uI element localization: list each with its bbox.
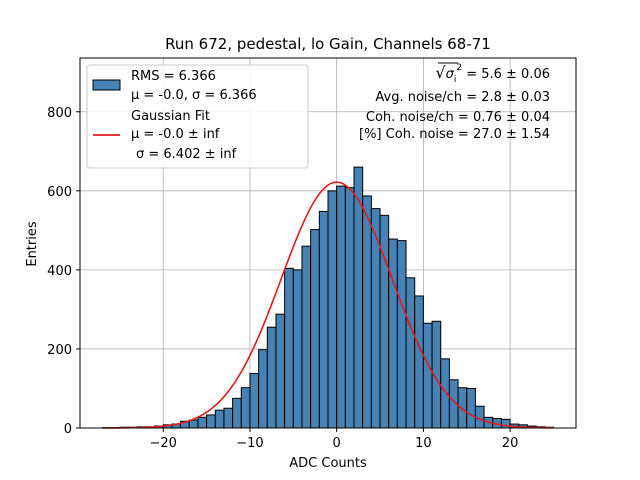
histogram-bar bbox=[414, 295, 424, 429]
legend-fit-mu: μ = -0.0 ± inf bbox=[131, 127, 220, 142]
histogram-bar bbox=[223, 407, 234, 429]
axes-frame bbox=[79, 57, 577, 429]
stat-sigma-i: √σi 2 = 5.6 ± 0.06 bbox=[435, 63, 550, 85]
histogram-bars bbox=[102, 166, 554, 429]
y-axis-ticks: 0 200 400 600 800 bbox=[47, 106, 80, 437]
y-tick-label: 200 bbox=[47, 343, 72, 358]
x-axis-ticks: −20 −10 0 10 20 bbox=[150, 428, 519, 451]
histogram-bar bbox=[188, 419, 199, 429]
histogram-bar bbox=[327, 190, 338, 429]
stat-coh-noise-pct: [%] Coh. noise = 27.0 ± 1.54 bbox=[359, 127, 550, 142]
x-tick-label: −20 bbox=[150, 436, 177, 451]
histogram-bar bbox=[275, 313, 286, 429]
histogram-bar bbox=[362, 195, 372, 429]
histogram-bar bbox=[292, 269, 303, 429]
histogram-bar bbox=[344, 187, 355, 429]
histogram-bar bbox=[232, 397, 242, 429]
stats-annotations: √σi 2 = 5.6 ± 0.06 Avg. noise/ch = 2.8 ± … bbox=[359, 62, 550, 142]
histogram-bar bbox=[301, 245, 312, 429]
legend-histogram-swatch bbox=[92, 79, 121, 91]
histogram-bar bbox=[466, 387, 476, 429]
y-tick-label: 0 bbox=[64, 422, 72, 437]
legend-fit-label: Gaussian Fit bbox=[131, 109, 210, 124]
legend-histogram-label: RMS = 6.366 bbox=[131, 69, 216, 84]
histogram-bar bbox=[206, 414, 216, 429]
stat-sigma-subscript: i bbox=[454, 75, 457, 85]
x-tick-label: 10 bbox=[415, 436, 432, 451]
x-tick-label: 20 bbox=[502, 436, 519, 451]
y-tick-label: 600 bbox=[47, 185, 72, 200]
legend-fit-sigma: σ = 6.402 ± inf bbox=[136, 147, 237, 162]
histogram-bar bbox=[197, 416, 208, 429]
legend-histogram-stats: μ = -0.0, σ = 6.366 bbox=[131, 88, 257, 103]
histogram-bar bbox=[336, 185, 346, 429]
histogram-bar bbox=[266, 326, 277, 429]
stat-avg-noise: Avg. noise/ch = 2.8 ± 0.03 bbox=[375, 90, 550, 105]
histogram-bar bbox=[318, 210, 329, 429]
histogram-bar bbox=[249, 372, 260, 429]
histogram-bar bbox=[396, 240, 407, 429]
histogram-bar bbox=[310, 229, 320, 429]
histogram-bar bbox=[422, 322, 433, 429]
legend-box bbox=[86, 64, 309, 169]
x-tick-label: 0 bbox=[333, 436, 341, 451]
x-tick-label: −10 bbox=[236, 436, 263, 451]
y-tick-label: 400 bbox=[47, 264, 72, 279]
histogram-bar bbox=[240, 387, 251, 429]
y-tick-label: 800 bbox=[47, 106, 72, 121]
y-axis-label: Entries bbox=[25, 221, 40, 267]
legend: RMS = 6.366 μ = -0.0, σ = 6.366 Gaussian… bbox=[86, 64, 309, 169]
chart-title: Run 672, pedestal, lo Gain, Channels 68-… bbox=[165, 35, 491, 53]
histogram-bar bbox=[214, 409, 225, 429]
x-axis-label: ADC Counts bbox=[289, 456, 367, 471]
stat-sqrt-symbol: √ bbox=[435, 63, 446, 82]
histogram-bar bbox=[284, 267, 294, 429]
histogram-bar bbox=[405, 277, 416, 429]
histogram-bar bbox=[258, 349, 268, 429]
histogram-bar bbox=[388, 238, 398, 429]
stat-sigma-superscript: 2 bbox=[456, 63, 462, 73]
stat-sigma-value: = 5.6 ± 0.06 bbox=[462, 67, 550, 82]
stat-sigma-symbol: σ bbox=[446, 67, 455, 82]
gaussian-fit-line bbox=[102, 181, 554, 429]
histogram-bar bbox=[457, 387, 468, 429]
histogram-bar bbox=[440, 358, 450, 429]
histogram-bar bbox=[379, 214, 390, 429]
stat-coh-noise: Coh. noise/ch = 0.76 ± 0.04 bbox=[366, 110, 550, 125]
